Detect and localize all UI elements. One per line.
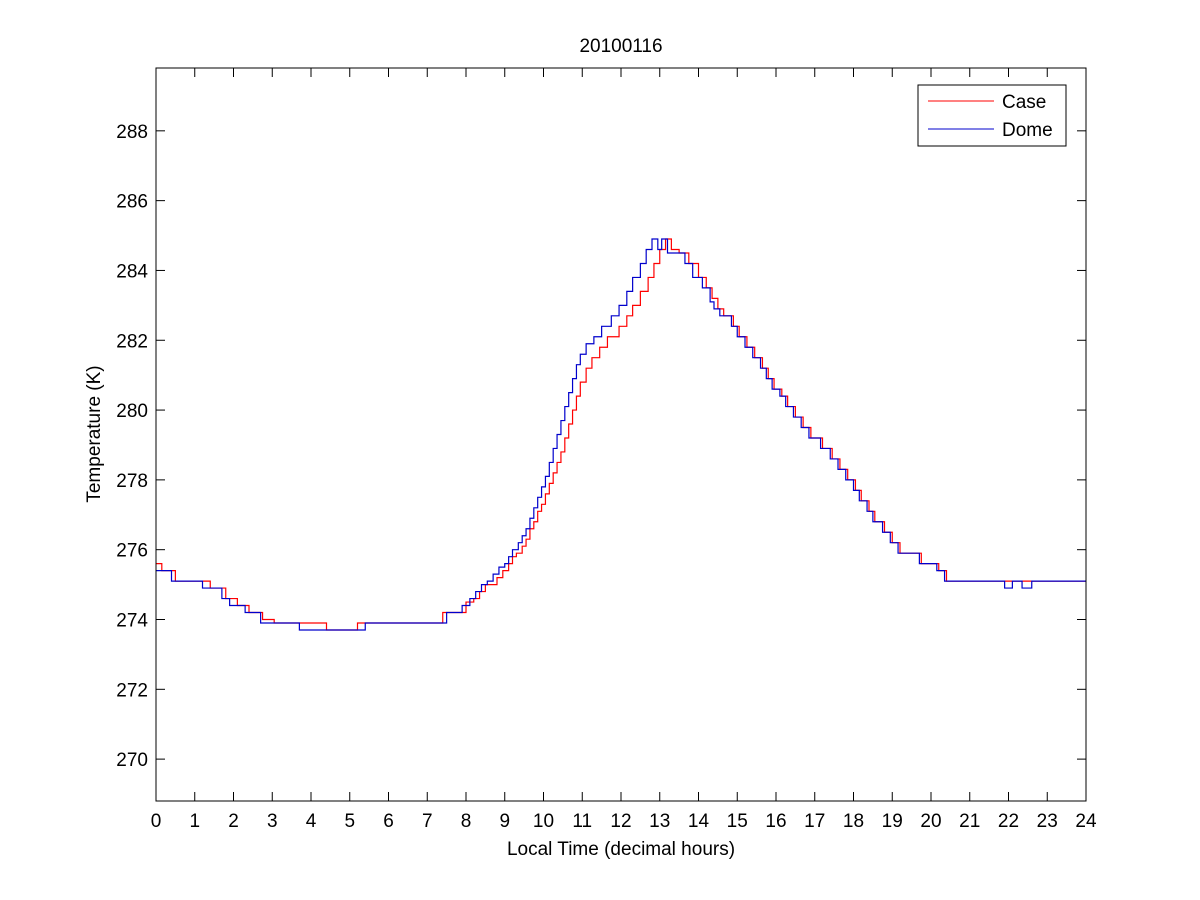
y-tick-label: 274 [116,610,148,631]
x-tick-label: 10 [533,811,554,832]
y-axis-title: Temperature (K) [84,365,105,502]
x-tick-label: 24 [1075,811,1097,832]
legend-box [917,84,1067,147]
y-tick-label: 272 [116,680,148,701]
y-tick-label: 282 [116,331,148,352]
legend-label-case: Case [1002,92,1046,113]
y-tick-label: 286 [116,192,148,213]
x-tick-label: 8 [461,811,472,832]
y-axis-ticks: 270 272 274 276 278 280 282 284 286 288 [116,122,1086,771]
x-axis-ticks: 0 1 2 3 4 5 6 7 8 9 10 11 12 13 14 15 16 17 18 19 20 21 22 23 24 [151,68,1097,832]
x-tick-label: 4 [306,811,317,832]
x-tick-label: 15 [727,811,748,832]
y-tick-label: 280 [116,401,148,422]
legend-label-dome: Dome [1002,120,1053,141]
x-tick-label: 0 [151,811,162,832]
x-tick-label: 22 [998,811,1019,832]
y-tick-label: 270 [116,750,148,771]
x-tick-label: 23 [1037,811,1058,832]
x-tick-label: 20 [920,811,941,832]
x-tick-label: 3 [267,811,278,832]
x-tick-label: 13 [649,811,670,832]
x-tick-label: 7 [422,811,433,832]
x-axis-title: Local Time (decimal hours) [507,839,735,860]
y-tick-label: 276 [116,541,148,562]
x-tick-label: 18 [843,811,864,832]
series-layer [156,238,1086,631]
legend: Case Dome [917,84,1067,147]
x-tick-label: 21 [959,811,980,832]
x-tick-label: 11 [572,811,592,832]
x-tick-label: 2 [228,811,239,832]
x-tick-label: 9 [499,811,510,832]
plot-frame [155,67,1087,802]
x-tick-label: 14 [688,811,710,832]
y-tick-label: 288 [116,122,148,143]
y-tick-label: 278 [116,471,148,492]
y-tick-label: 284 [116,261,148,282]
x-tick-label: 5 [344,811,355,832]
series-line-dome [156,238,1086,631]
plot-area [156,68,1086,801]
x-tick-label: 12 [610,811,631,832]
chart-title: 20100116 [579,36,662,57]
x-tick-label: 17 [804,811,825,832]
x-tick-label: 1 [189,811,200,832]
x-tick-label: 19 [882,811,903,832]
x-tick-label: 6 [383,811,394,832]
x-tick-label: 16 [765,811,786,832]
